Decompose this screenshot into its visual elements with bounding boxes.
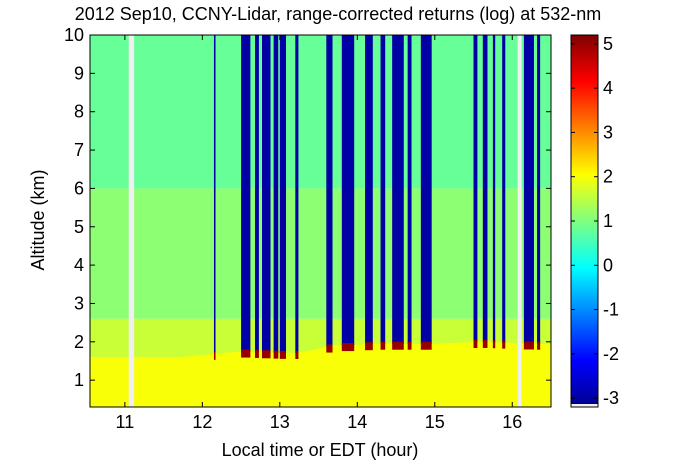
background-layer xyxy=(90,188,551,319)
attenuated-column xyxy=(380,35,386,344)
attenuated-column xyxy=(392,35,404,344)
colorbar-tick-label: -2 xyxy=(603,344,619,364)
cloud-base-return xyxy=(380,341,386,350)
attenuated-column xyxy=(523,35,534,344)
cloud-base-return xyxy=(392,341,404,350)
colorbar: 5 4 3 2 1 0 -1 -2 -3 xyxy=(570,34,619,408)
attenuated-column xyxy=(279,35,287,353)
y-tick-label: 7 xyxy=(74,140,84,160)
colorbar-tick-label: -1 xyxy=(603,300,619,320)
colorbar-tick-label: -3 xyxy=(603,388,619,408)
x-tick-label: 16 xyxy=(502,412,522,432)
y-tick-label: 6 xyxy=(74,178,84,198)
x-tick-label: 12 xyxy=(192,412,212,432)
heatmap-plot-area xyxy=(90,35,551,407)
cloud-base-return xyxy=(241,349,251,358)
x-tick-label: 13 xyxy=(270,412,290,432)
attenuated-column xyxy=(365,35,373,345)
attenuated-column xyxy=(407,35,412,344)
colorbar-tick-label: 4 xyxy=(603,78,613,98)
attenuated-column xyxy=(420,35,432,344)
y-tick-label: 8 xyxy=(74,102,84,122)
cloud-base-return xyxy=(341,343,355,352)
colorbar-tick-label: 5 xyxy=(603,34,613,54)
cloud-base-return xyxy=(420,341,432,350)
y-tick-label: 5 xyxy=(74,217,84,237)
x-tick-label: 11 xyxy=(116,412,135,432)
attenuated-column xyxy=(482,35,488,342)
attenuated-column xyxy=(241,35,251,352)
y-tick-label: 2 xyxy=(74,332,84,352)
no-data-gap xyxy=(517,35,522,407)
attenuated-column xyxy=(341,35,355,346)
y-tick-label: 10 xyxy=(64,25,84,45)
y-axis: 1 2 3 4 5 6 7 8 9 10 xyxy=(64,25,551,390)
colorbar-tick-label: 1 xyxy=(603,211,613,231)
cloud-base-return xyxy=(492,340,496,349)
attenuated-column xyxy=(492,35,496,343)
cloud-base-return xyxy=(273,350,279,359)
colorbar-tick-label: 0 xyxy=(603,255,613,275)
cloud-base-return xyxy=(295,351,299,360)
colorbar-gradient xyxy=(570,34,599,408)
cloud-base-return xyxy=(473,340,478,349)
cloud-base-return xyxy=(407,341,412,350)
attenuated-column xyxy=(502,35,506,343)
chart-title: 2012 Sep10, CCNY-Lidar, range-corrected … xyxy=(75,4,602,24)
colorbar-ticks: 5 4 3 2 1 0 -1 -2 -3 xyxy=(570,34,619,408)
x-axis: 11 12 13 14 15 16 xyxy=(116,35,522,432)
attenuated-column xyxy=(255,35,259,352)
colorbar-tick-label: 2 xyxy=(603,167,613,187)
y-tick-label: 3 xyxy=(74,293,84,313)
attenuated-column xyxy=(295,35,299,354)
cloud-base-return xyxy=(537,341,541,350)
cloud-base-return xyxy=(523,341,534,350)
cloud-base-return xyxy=(255,349,259,358)
cloud-base-return xyxy=(482,339,488,348)
y-tick-label: 4 xyxy=(74,255,84,275)
cloud-base-return xyxy=(279,350,287,359)
y-tick-label: 1 xyxy=(74,370,84,390)
attenuated-column xyxy=(473,35,478,343)
attenuated-column xyxy=(537,35,541,344)
y-tick-label: 9 xyxy=(74,63,84,83)
cloud-base-return xyxy=(326,344,333,353)
colorbar-nodata-swatch xyxy=(570,402,599,408)
no-data-gap xyxy=(128,35,135,407)
attenuated-column xyxy=(213,35,216,354)
plot-frame xyxy=(89,34,552,408)
background-layer xyxy=(90,35,551,189)
cloud-base-return xyxy=(502,340,506,349)
attenuated-column xyxy=(273,35,279,353)
cloud-base-return xyxy=(213,351,216,360)
cloud-base-return xyxy=(365,342,373,351)
y-axis-label: Altitude (km) xyxy=(28,169,48,270)
attenuated-column xyxy=(262,35,271,353)
x-tick-label: 14 xyxy=(347,412,367,432)
colorbar-tick-label: 3 xyxy=(603,122,613,142)
aerosol-layer xyxy=(90,341,551,407)
attenuated-column xyxy=(326,35,333,347)
cloud-base-return xyxy=(262,350,271,359)
x-axis-label: Local time or EDT (hour) xyxy=(222,440,419,460)
x-tick-label: 15 xyxy=(425,412,445,432)
